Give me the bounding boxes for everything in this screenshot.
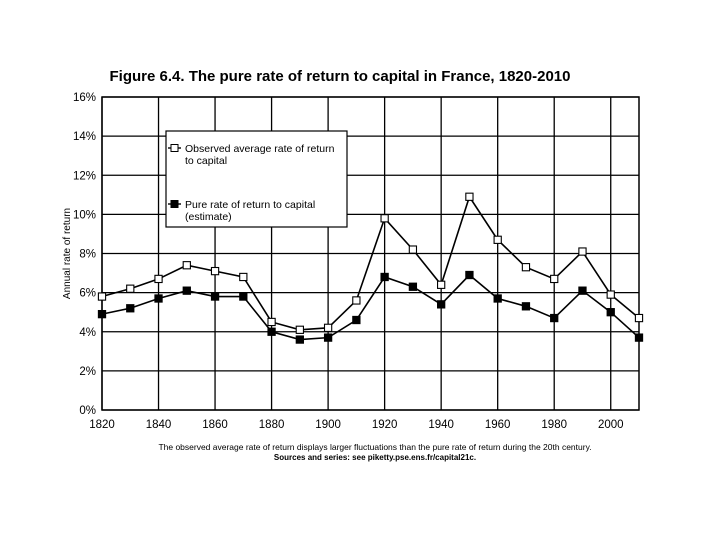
pure-rate-point bbox=[239, 292, 248, 301]
y-tick-label: 6% bbox=[79, 288, 96, 300]
pure-rate-point bbox=[493, 294, 502, 303]
observed-rate-point bbox=[380, 214, 389, 223]
series-group bbox=[97, 192, 644, 344]
legend-marker-pure bbox=[170, 200, 179, 208]
x-tick-label: 1840 bbox=[146, 419, 172, 431]
pure-rate-point bbox=[521, 302, 531, 311]
observed-rate-point bbox=[578, 247, 587, 256]
pure-rate-point bbox=[295, 335, 304, 344]
pure-rate-point bbox=[465, 270, 474, 280]
pure-rate-point bbox=[437, 300, 446, 309]
legend-label-pure: Pure rate of return to capital bbox=[185, 199, 315, 211]
observed-rate-point bbox=[493, 235, 502, 244]
pure-rate-point bbox=[182, 286, 191, 295]
chart-source: Sources and series: see piketty.pse.ens.… bbox=[274, 453, 476, 462]
y-tick-label: 2% bbox=[79, 366, 96, 378]
observed-rate-point bbox=[521, 263, 531, 272]
x-tick-label: 1820 bbox=[89, 419, 115, 431]
observed-rate-point bbox=[465, 192, 474, 201]
x-tick-label: 1920 bbox=[372, 419, 398, 431]
observed-rate-point bbox=[295, 325, 304, 334]
observed-rate-point bbox=[239, 272, 248, 282]
y-axis-label: Annual rate of return bbox=[62, 208, 73, 299]
observed-rate-point bbox=[126, 284, 135, 293]
observed-rate-point bbox=[97, 292, 107, 301]
observed-rate-point bbox=[154, 274, 163, 284]
x-tick-label: 1960 bbox=[485, 419, 511, 431]
legend-box bbox=[165, 130, 348, 228]
pure-rate-point bbox=[154, 294, 163, 303]
legend-marker-observed bbox=[170, 144, 179, 152]
chart-title: Figure 6.4. The pure rate of return to c… bbox=[110, 68, 571, 85]
observed-rate-point bbox=[437, 280, 446, 289]
y-tick-label: 14% bbox=[73, 131, 96, 143]
pure-rate-point bbox=[267, 327, 276, 336]
observed-rate-point bbox=[634, 313, 644, 323]
y-tick-label: 4% bbox=[79, 327, 96, 339]
legend-label-pure: (estimate) bbox=[185, 211, 232, 223]
y-tick-label: 16% bbox=[73, 92, 96, 104]
x-tick-label: 1980 bbox=[541, 419, 567, 431]
x-tick-labels: 1820 1840 1860 1880 1900 1920 1940 1960 1980 2000 bbox=[89, 419, 623, 431]
pure-rate-point bbox=[97, 309, 107, 319]
observed-rate-point bbox=[182, 261, 191, 270]
pure-rate-point bbox=[550, 313, 559, 323]
legend-label-observed: Observed average rate of return bbox=[185, 143, 335, 155]
y-tick-labels: 0% 2% 4% 6% 8% 10% 12% 14% 16% bbox=[73, 92, 96, 417]
x-tick-label: 1880 bbox=[259, 419, 285, 431]
observed-rate-point bbox=[323, 323, 333, 332]
observed-rate-point bbox=[210, 266, 220, 276]
legend-label-observed: to capital bbox=[185, 155, 227, 167]
observed-rate-point bbox=[606, 290, 615, 299]
pure-rate-point bbox=[126, 304, 135, 313]
pure-rate-point bbox=[323, 333, 333, 342]
y-tick-label: 8% bbox=[79, 249, 96, 261]
pure-rate-point bbox=[578, 286, 587, 295]
x-tick-label: 1900 bbox=[315, 419, 341, 431]
x-tick-label: 1940 bbox=[428, 419, 454, 431]
y-tick-label: 10% bbox=[73, 209, 96, 221]
pure-rate-line bbox=[101, 273, 640, 341]
pure-rate-point bbox=[380, 272, 389, 282]
observed-rate-point bbox=[550, 274, 559, 284]
y-tick-label: 0% bbox=[79, 405, 96, 417]
observed-rate-point bbox=[408, 245, 418, 254]
pure-rate-point bbox=[606, 308, 615, 317]
pure-rate-point bbox=[634, 333, 644, 342]
pure-rate-point bbox=[210, 292, 220, 301]
observed-rate-point bbox=[352, 296, 361, 305]
pure-rate-point bbox=[352, 315, 361, 325]
plot-frame bbox=[101, 96, 640, 411]
observed-rate-point bbox=[267, 317, 276, 327]
x-tick-label: 1860 bbox=[202, 419, 228, 431]
observed-rate-line bbox=[101, 194, 640, 331]
x-tick-label: 2000 bbox=[598, 419, 624, 431]
pure-rate-point bbox=[408, 282, 418, 291]
y-tick-label: 12% bbox=[73, 170, 96, 182]
chart-caption: The observed average rate of return disp… bbox=[158, 442, 591, 452]
